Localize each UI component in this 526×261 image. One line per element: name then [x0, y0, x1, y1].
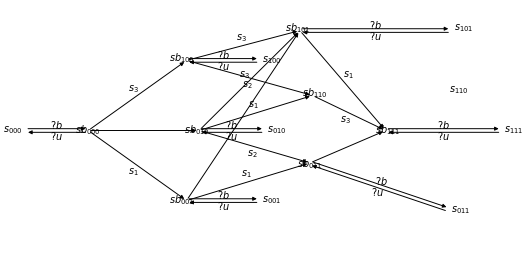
Text: $s_1$: $s_1$	[343, 69, 353, 81]
Text: $sb_{100}$: $sb_{100}$	[168, 51, 195, 65]
Text: $s_3$: $s_3$	[340, 114, 351, 126]
Text: $s_1$: $s_1$	[248, 100, 259, 111]
Text: $?b$: $?b$	[375, 175, 388, 187]
Text: $s_{001}$: $s_{001}$	[262, 195, 281, 206]
Text: $?b$: $?b$	[217, 49, 229, 61]
Text: $s_{011}$: $s_{011}$	[451, 204, 470, 216]
Text: $s_3$: $s_3$	[128, 83, 138, 95]
Text: $s_1$: $s_1$	[241, 168, 251, 180]
Text: $?b$: $?b$	[437, 119, 450, 131]
Text: $s_2$: $s_2$	[247, 148, 258, 160]
Text: $sb_{101}$: $sb_{101}$	[285, 21, 310, 35]
Text: $s_1$: $s_1$	[128, 166, 138, 178]
Text: $s_3$: $s_3$	[236, 32, 247, 44]
Text: $?b$: $?b$	[226, 119, 238, 131]
Text: $?u$: $?u$	[50, 130, 63, 142]
Text: $s_{110}$: $s_{110}$	[449, 84, 468, 96]
Text: $sb_{010}$: $sb_{010}$	[184, 124, 209, 137]
Text: $?u$: $?u$	[369, 30, 382, 42]
Text: $s_3$: $s_3$	[239, 69, 250, 81]
Text: $sb_{011}$: $sb_{011}$	[297, 157, 323, 171]
Text: $s_{101}$: $s_{101}$	[453, 22, 473, 34]
Text: $?u$: $?u$	[226, 130, 238, 142]
Text: $s_{010}$: $s_{010}$	[267, 124, 287, 137]
Text: $sb_{110}$: $sb_{110}$	[302, 86, 328, 100]
Text: $?u$: $?u$	[371, 186, 384, 198]
Text: $s_{100}$: $s_{100}$	[262, 55, 282, 66]
Text: $?u$: $?u$	[217, 60, 229, 72]
Text: $?b$: $?b$	[369, 19, 382, 31]
Text: $s_2$: $s_2$	[242, 80, 253, 91]
Text: $sb_{000}$: $sb_{000}$	[75, 124, 101, 137]
Text: $?b$: $?b$	[217, 189, 229, 201]
Text: $s_{000}$: $s_{000}$	[3, 124, 23, 137]
Text: $?b$: $?b$	[50, 119, 63, 131]
Text: $sb_{111}$: $sb_{111}$	[376, 124, 401, 137]
Text: $s_{111}$: $s_{111}$	[504, 124, 523, 137]
Text: $sb_{001}$: $sb_{001}$	[169, 194, 194, 207]
Text: $?u$: $?u$	[437, 130, 450, 142]
Text: $?u$: $?u$	[217, 200, 229, 212]
